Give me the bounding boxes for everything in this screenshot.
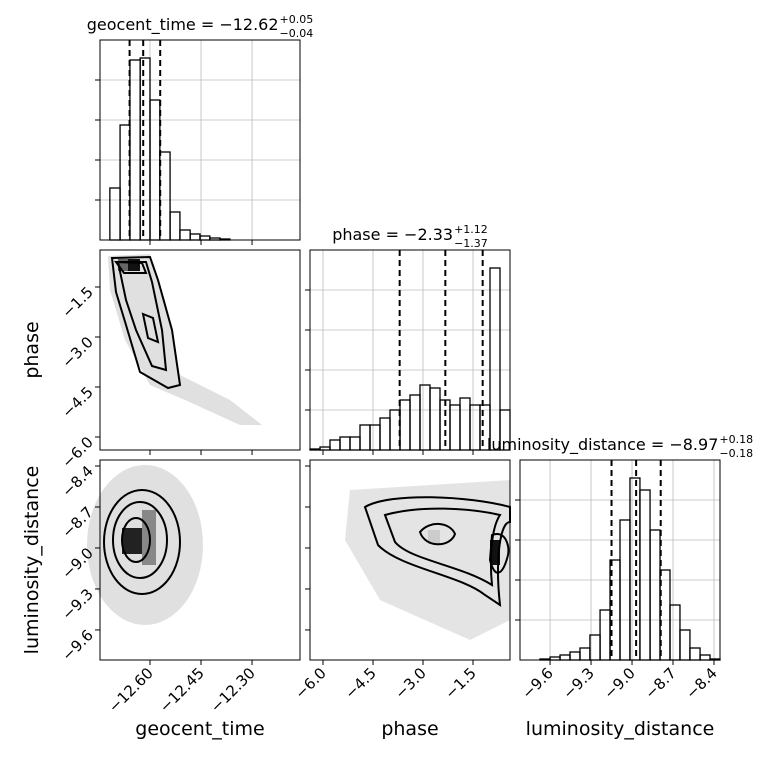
contour: [488, 533, 510, 574]
x-tick-label: −8.4: [682, 664, 720, 702]
contour: [418, 523, 457, 546]
y-tick-label: −3.0: [58, 333, 96, 371]
histogram-bin: [179, 229, 191, 241]
density-2d: [87, 254, 511, 640]
histogram-bin: [389, 409, 401, 451]
title-plus: +0.18: [719, 433, 753, 446]
density-bin: [122, 528, 142, 554]
histogram-bin: [379, 417, 391, 451]
y-axis-label: phase: [21, 321, 43, 378]
histogram-bin: [559, 654, 571, 661]
x-tick-label: −6.0: [291, 664, 329, 702]
x-axis-label: phase: [381, 718, 438, 740]
x-tick-label: −9.6: [518, 664, 556, 702]
histogram-bin: [339, 436, 351, 451]
histogram-bin: [589, 634, 601, 661]
histogram-bin: [679, 629, 691, 661]
x-tick-label: −12.60: [105, 664, 157, 716]
histogram-bin: [469, 404, 481, 451]
contour: [113, 260, 148, 274]
x-tick-label: −12.45: [156, 664, 208, 716]
histogram-bin: [489, 267, 501, 451]
title-plus: +1.12: [454, 223, 488, 236]
histogram-bin: [149, 99, 161, 241]
contour: [363, 496, 511, 608]
panel-title: phase = −2.33 +1.12−1.37: [332, 223, 488, 250]
contour: [116, 261, 168, 372]
y-tick-label: −6.0: [58, 433, 96, 471]
contour: [121, 517, 151, 563]
x-tick-label: −9.3: [559, 664, 597, 702]
title-minus: −1.37: [454, 237, 488, 250]
histogram-bin: [629, 477, 641, 661]
histogram-bin: [409, 394, 421, 451]
histogram-bin: [569, 651, 581, 661]
panel-frame: [99, 459, 301, 661]
histogram-bin: [429, 387, 441, 451]
x-tick-label: −12.30: [207, 664, 259, 716]
density-bin: [118, 259, 128, 271]
histogram-bin: [109, 187, 121, 241]
histogram-bin: [119, 124, 131, 241]
histogram-bin: [649, 529, 661, 661]
histogram-bin: [159, 151, 171, 241]
histogram-bin: [399, 399, 411, 451]
histogram-bin: [449, 404, 461, 451]
histogram-bin: [139, 57, 151, 241]
histogram-bin: [369, 424, 381, 451]
histogram-bin: [459, 397, 471, 451]
histogram-bin: [189, 233, 201, 241]
title-plus: +0.05: [280, 13, 314, 26]
contour: [110, 255, 182, 390]
x-tick-label: −8.7: [641, 664, 679, 702]
x-axis-label: geocent_time: [135, 718, 264, 740]
panel-frame: [519, 459, 721, 661]
histogram-bin: [669, 604, 681, 661]
title-minus: −0.18: [719, 447, 753, 460]
density-bin: [128, 259, 140, 271]
panel-frame: [309, 459, 511, 661]
panel-title: luminosity_distance = −8.97 +0.18−0.18: [487, 433, 753, 460]
histogram-bin: [689, 647, 701, 661]
histogram-bin: [169, 211, 181, 241]
histogram-bin: [199, 235, 211, 241]
contour: [112, 501, 168, 579]
x-tick-label: −9.0: [600, 664, 638, 702]
y-tick-label: −1.5: [58, 283, 96, 321]
scatter-cloud: [108, 254, 262, 425]
y-tick-label: −9.3: [58, 585, 96, 623]
panel-title: geocent_time = −12.62 +0.05−0.04: [87, 13, 314, 40]
histogram-bin: [619, 519, 631, 661]
density-bin: [490, 540, 500, 565]
y-tick-label: −4.5: [58, 383, 96, 421]
histogram-bin: [349, 436, 361, 451]
y-tick-label: −8.4: [58, 462, 96, 500]
x-axis-label: luminosity_distance: [526, 718, 715, 740]
contour: [141, 312, 160, 344]
histogram-bin: [599, 609, 611, 661]
histogram-bin: [129, 59, 141, 241]
histogram-bin: [359, 424, 371, 451]
histogram-bin: [419, 384, 431, 451]
contour: [103, 489, 181, 595]
panel-frame: [99, 249, 301, 451]
histogram-bin: [699, 654, 711, 661]
histogram-bin: [579, 647, 591, 661]
title-text: geocent_time = −12.62: [87, 15, 279, 35]
histogram-bin: [329, 439, 341, 451]
title-text: phase = −2.33: [332, 225, 453, 244]
title-text: luminosity_distance = −8.97: [487, 435, 718, 455]
y-axis-label: luminosity_distance: [21, 466, 43, 655]
x-tick-label: −3.0: [391, 664, 429, 702]
panel-frame: [309, 249, 511, 451]
x-tick-label: −4.5: [341, 664, 379, 702]
density-bin: [428, 530, 440, 544]
histogram-bin: [639, 489, 651, 661]
panel-frame: [99, 39, 301, 241]
x-tick-label: −1.5: [441, 664, 479, 702]
y-tick-label: −9.6: [58, 626, 96, 664]
title-minus: −0.04: [280, 27, 314, 40]
